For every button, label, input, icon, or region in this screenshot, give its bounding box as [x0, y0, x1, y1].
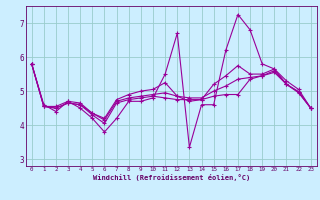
X-axis label: Windchill (Refroidissement éolien,°C): Windchill (Refroidissement éolien,°C) [92, 174, 250, 181]
